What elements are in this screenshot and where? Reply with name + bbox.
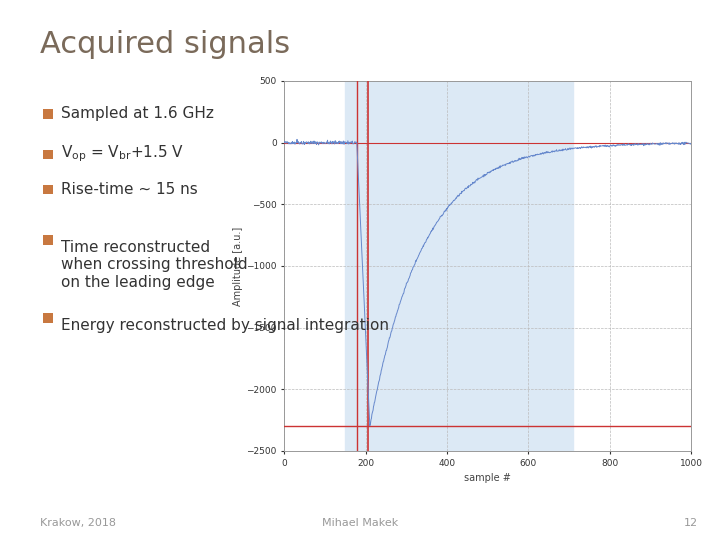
Bar — [345, 81, 573, 451]
Text: Time reconstructed
when crossing threshold
on the leading edge: Time reconstructed when crossing thresho… — [61, 240, 248, 289]
X-axis label: sample #: sample # — [464, 473, 511, 483]
Text: Acquired signals: Acquired signals — [40, 30, 289, 59]
Text: Sampled at 1.6 GHz: Sampled at 1.6 GHz — [61, 106, 214, 121]
Text: $\mathregular{V_{op}}$ = $\mathregular{V_{br}}$+1.5 V: $\mathregular{V_{op}}$ = $\mathregular{V… — [61, 144, 184, 164]
Text: Mihael Makek: Mihael Makek — [322, 518, 398, 528]
Text: 12: 12 — [684, 518, 698, 528]
Text: Rise-time ~ 15 ns: Rise-time ~ 15 ns — [61, 181, 198, 197]
Y-axis label: Amplitude [a.u.]: Amplitude [a.u.] — [233, 226, 243, 306]
Text: Krakow, 2018: Krakow, 2018 — [40, 518, 116, 528]
Text: Energy reconstructed by signal integration: Energy reconstructed by signal integrati… — [61, 318, 390, 333]
